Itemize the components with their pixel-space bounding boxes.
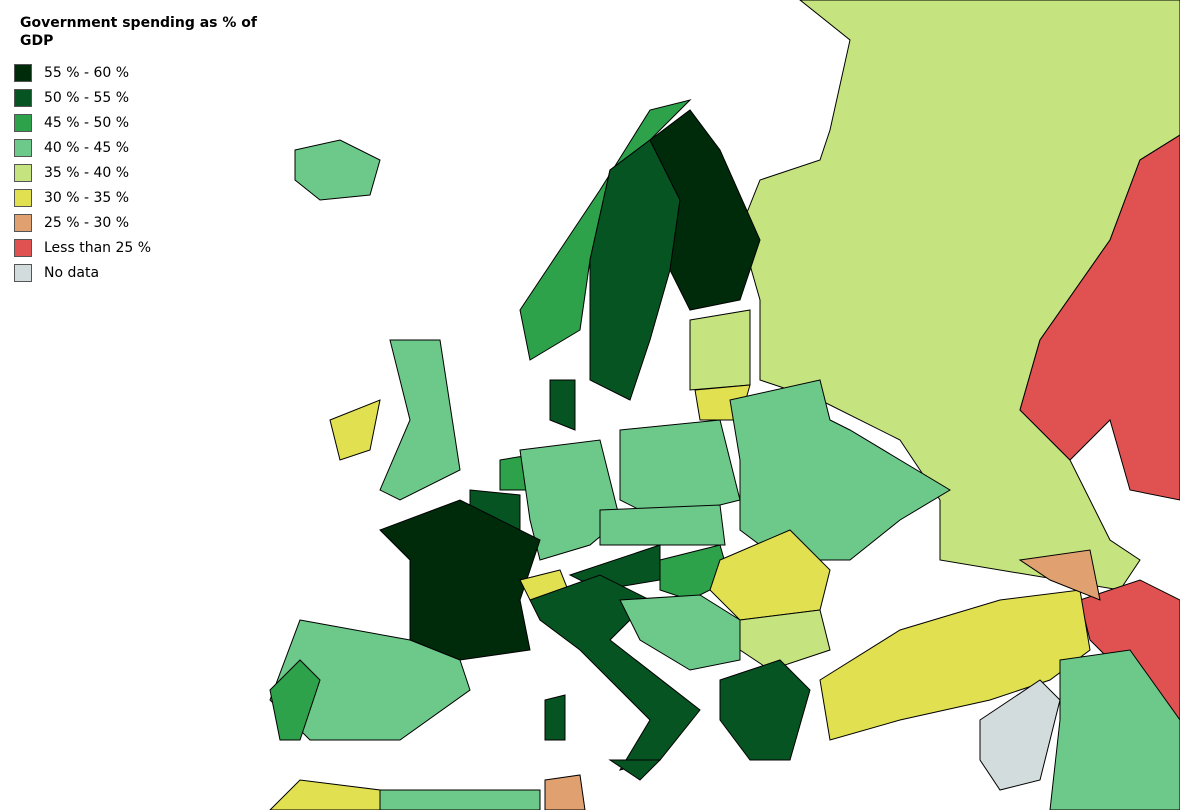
legend-swatch xyxy=(14,188,32,207)
legend-item: 25 % - 30 % xyxy=(14,210,151,235)
france xyxy=(379,499,541,661)
legend-item: Less than 25 % xyxy=(14,235,151,260)
legend-label: 40 % - 45 % xyxy=(44,139,130,156)
legend-item: 40 % - 45 % xyxy=(14,135,151,160)
kazakhstan xyxy=(1019,134,1180,501)
legend-swatch xyxy=(14,238,32,257)
poland xyxy=(619,419,741,521)
legend: 55 % - 60 % 50 % - 55 % 45 % - 50 % 40 % - … xyxy=(14,60,151,285)
legend-swatch xyxy=(14,113,32,132)
sicily xyxy=(608,759,662,781)
legend-label: 55 % - 60 % xyxy=(44,64,130,81)
legend-swatch xyxy=(14,88,32,107)
legend-label: 45 % - 50 % xyxy=(44,114,130,131)
legend-item: 30 % - 35 % xyxy=(14,185,151,210)
legend-label: No data xyxy=(44,264,100,281)
bulgaria xyxy=(739,609,831,671)
denmark xyxy=(549,379,576,431)
portugal xyxy=(269,659,321,741)
germany xyxy=(519,439,621,561)
legend-item: 35 % - 40 % xyxy=(14,160,151,185)
caucasus xyxy=(1018,549,1101,601)
countries xyxy=(269,0,1180,810)
syria xyxy=(979,679,1061,791)
legend-label: 30 % - 35 % xyxy=(44,189,130,206)
legend-swatch xyxy=(14,213,32,232)
legend-swatch xyxy=(14,63,32,82)
morocco xyxy=(269,779,381,810)
finland xyxy=(649,109,761,311)
legend-label: Less than 25 % xyxy=(44,239,152,256)
legend-label: 50 % - 55 % xyxy=(44,89,130,106)
greece xyxy=(719,659,811,761)
legend-item: 45 % - 50 % xyxy=(14,110,151,135)
sardinia xyxy=(544,694,566,741)
legend-swatch xyxy=(14,163,32,182)
legend-label: 25 % - 30 % xyxy=(44,214,130,231)
ireland xyxy=(329,399,381,461)
legend-item: No data xyxy=(14,260,151,285)
iceland xyxy=(294,139,381,201)
sweden xyxy=(589,139,681,401)
legend-item: 55 % - 60 % xyxy=(14,60,151,85)
algeria xyxy=(379,789,541,810)
legend-swatch xyxy=(14,263,32,282)
belarus-ukraine xyxy=(729,379,951,561)
iraq xyxy=(1049,649,1180,810)
map-title: Government spending as % of GDP xyxy=(20,15,257,49)
legend-swatch xyxy=(14,138,32,157)
balkans xyxy=(619,594,741,671)
czech-slovakia xyxy=(599,504,726,546)
legend-item: 50 % - 55 % xyxy=(14,85,151,110)
legend-label: 35 % - 40 % xyxy=(44,164,130,181)
uk xyxy=(379,339,461,501)
baltics xyxy=(689,309,751,391)
tunisia xyxy=(544,774,586,810)
